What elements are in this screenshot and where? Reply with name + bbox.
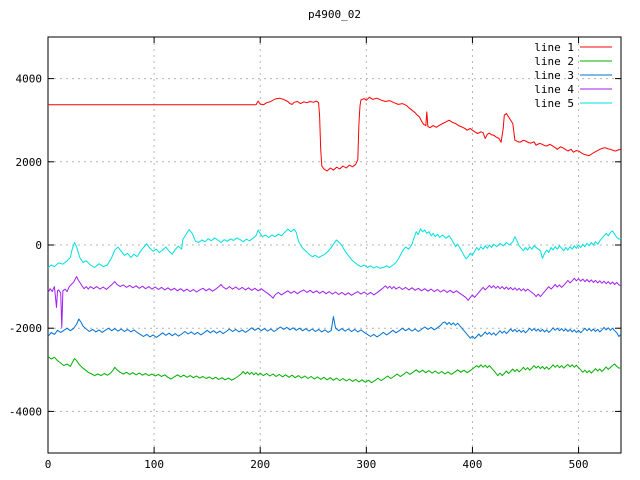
y-tick-label: 2000 <box>16 156 43 169</box>
series-line-3 <box>47 316 622 340</box>
legend-label: line 5 <box>534 97 574 110</box>
x-tick-label: 0 <box>45 458 52 471</box>
x-tick-label: 500 <box>569 458 589 471</box>
y-tick-label: -2000 <box>9 322 42 335</box>
series-line-2 <box>47 356 622 384</box>
legend-label: line 4 <box>534 83 574 96</box>
y-tick-label: -4000 <box>9 405 42 418</box>
x-tick-label: 300 <box>356 458 376 471</box>
chart-title: p4900_02 <box>308 8 361 21</box>
series-line-5 <box>47 228 622 269</box>
y-tick-label: 0 <box>35 239 42 252</box>
legend-label: line 3 <box>534 69 574 82</box>
series-line-1 <box>48 96 622 172</box>
x-tick-label: 400 <box>463 458 483 471</box>
legend-label: line 2 <box>534 55 574 68</box>
legend-label: line 1 <box>534 41 574 54</box>
x-tick-label: 100 <box>144 458 164 471</box>
series-line-4 <box>47 276 622 328</box>
x-tick-label: 200 <box>250 458 270 471</box>
y-tick-label: 4000 <box>16 73 43 86</box>
